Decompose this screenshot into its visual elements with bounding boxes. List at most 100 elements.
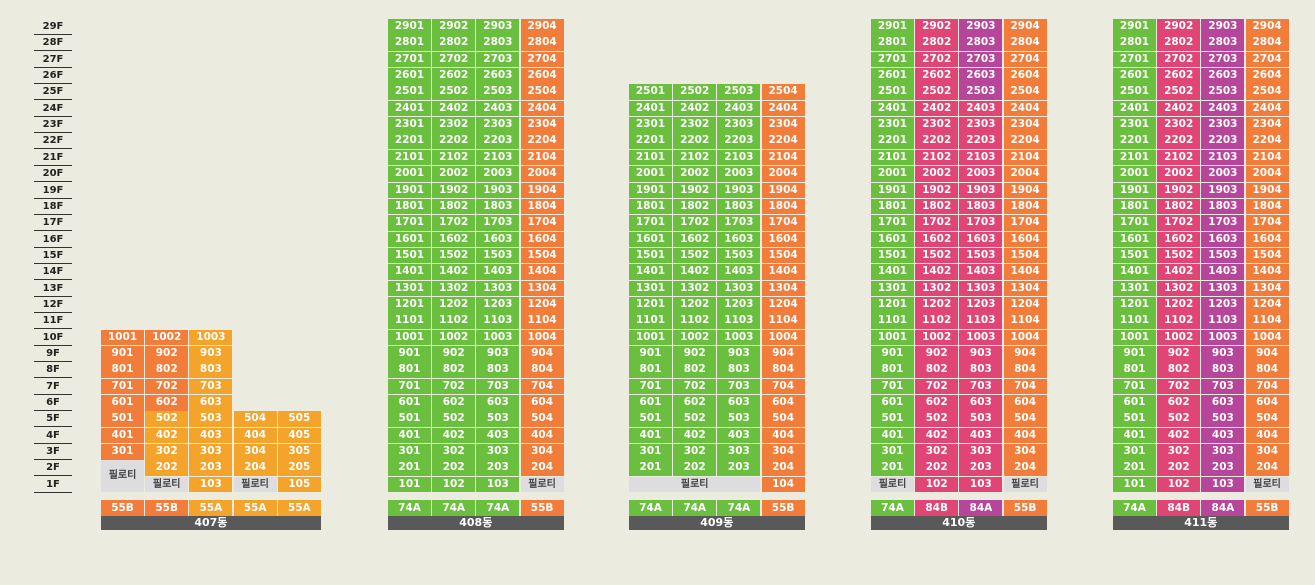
unit-cell: 2001 xyxy=(871,166,914,182)
unit-cell: 801 xyxy=(388,362,431,378)
floor-label: 19F xyxy=(34,183,72,199)
unit-cell: 1102 xyxy=(432,313,476,329)
unit-cell: 2504 xyxy=(1245,84,1289,100)
unit-cell: 2704 xyxy=(1003,51,1047,68)
unit-cell: 1904 xyxy=(1245,182,1289,199)
unit-cell: 1502 xyxy=(915,247,959,264)
unit-cell: 804 xyxy=(1003,362,1047,378)
unit-cell: 1202 xyxy=(432,296,476,313)
unit-cell: 304 xyxy=(520,444,564,460)
unit-cell: 2603 xyxy=(1201,68,1245,84)
unit-cell: 303 xyxy=(476,444,520,460)
unit-cell: 1503 xyxy=(1201,247,1245,264)
unit-cell: 2703 xyxy=(959,51,1003,68)
unit-type-label: 55B xyxy=(145,500,189,516)
unit-cell: 1502 xyxy=(432,247,476,264)
floor-label: 3F xyxy=(34,444,72,461)
unit-cell: 2104 xyxy=(761,149,805,166)
unit-cell: 2803 xyxy=(476,35,520,51)
unit-cell: 703 xyxy=(189,378,233,395)
unit-cell: 1701 xyxy=(871,215,914,231)
floor-label: 16F xyxy=(34,232,72,248)
unit-cell: 2004 xyxy=(761,166,805,182)
unit-cell: 2103 xyxy=(1201,149,1245,166)
unit-cell: 2804 xyxy=(520,35,564,51)
unit-cell: 1904 xyxy=(761,182,805,199)
unit-cell: 1003 xyxy=(717,329,761,346)
unit-cell: 503 xyxy=(1201,411,1245,427)
unit-type-label: 74A xyxy=(673,500,717,516)
unit-cell: 1502 xyxy=(673,247,717,264)
unit-cell: 2901 xyxy=(1113,19,1156,35)
unit-cell: 2602 xyxy=(1157,68,1201,84)
unit-cell: 1903 xyxy=(959,182,1003,199)
unit-cell: 702 xyxy=(1157,378,1201,395)
unit-cell: 101 xyxy=(388,476,431,493)
unit-cell: 802 xyxy=(915,362,959,378)
unit-cell: 2401 xyxy=(629,100,672,117)
unit-type-label: 55A xyxy=(189,500,233,516)
unit-type-label: 74A xyxy=(388,500,431,516)
unit-cell: 1602 xyxy=(673,231,717,248)
unit-cell: 1002 xyxy=(145,329,189,346)
unit-cell: 1101 xyxy=(388,313,431,329)
unit-cell: 701 xyxy=(1113,378,1156,395)
unit-cell: 1104 xyxy=(761,313,805,329)
unit-cell: 2904 xyxy=(1245,19,1289,35)
unit-cell: 2402 xyxy=(915,100,959,117)
unit-cell: 901 xyxy=(871,346,914,362)
unit-type-label: 55B xyxy=(1245,500,1289,516)
unit-cell: 902 xyxy=(915,346,959,362)
unit-cell: 702 xyxy=(432,378,476,395)
floor-label: 6F xyxy=(34,395,72,412)
unit-cell: 2302 xyxy=(432,117,476,133)
unit-cell: 1003 xyxy=(1201,329,1245,346)
unit-cell: 1001 xyxy=(101,329,144,346)
unit-cell: 1003 xyxy=(476,329,520,346)
unit-cell: 1301 xyxy=(1113,280,1156,297)
unit-cell: 403 xyxy=(476,427,520,444)
unit-cell: 503 xyxy=(476,411,520,427)
unit-cell: 303 xyxy=(189,444,233,460)
unit-cell: 2401 xyxy=(1113,100,1156,117)
unit-cell: 2502 xyxy=(673,84,717,100)
unit-cell: 304 xyxy=(1003,444,1047,460)
unit-cell: 2003 xyxy=(717,166,761,182)
unit-cell: 203 xyxy=(476,460,520,477)
unit-cell: 604 xyxy=(761,395,805,411)
unit-cell: 1004 xyxy=(1245,329,1289,346)
unit-cell: 1804 xyxy=(761,198,805,215)
unit-cell: 902 xyxy=(1157,346,1201,362)
unit-cell: 501 xyxy=(871,411,914,427)
unit-cell: 202 xyxy=(673,460,717,477)
unit-cell: 701 xyxy=(101,378,144,395)
unit-cell: 2303 xyxy=(717,117,761,133)
unit-cell: 1004 xyxy=(520,329,564,346)
unit-cell: 2801 xyxy=(388,35,431,51)
unit-cell: 405 xyxy=(277,427,321,444)
unit-cell: 2604 xyxy=(1003,68,1047,84)
unit-cell: 2301 xyxy=(1113,117,1156,133)
unit-cell: 2503 xyxy=(959,84,1003,100)
unit-cell: 1902 xyxy=(915,182,959,199)
unit-cell: 204 xyxy=(1245,460,1289,477)
unit-cell: 1001 xyxy=(871,329,914,346)
unit-cell: 302 xyxy=(1157,444,1201,460)
unit-cell: 1801 xyxy=(388,198,431,215)
unit-cell: 1204 xyxy=(761,296,805,313)
unit-cell: 1304 xyxy=(1245,280,1289,297)
unit-cell: 803 xyxy=(189,362,233,378)
unit-cell: 503 xyxy=(717,411,761,427)
unit-cell: 201 xyxy=(388,460,431,477)
unit-cell: 1803 xyxy=(717,198,761,215)
floor-label: 28F xyxy=(34,35,72,52)
unit-cell: 2303 xyxy=(1201,117,1245,133)
unit-cell: 2602 xyxy=(432,68,476,84)
unit-cell: 103 xyxy=(959,476,1003,493)
unit-cell: 1301 xyxy=(629,280,672,297)
unit-cell: 2103 xyxy=(476,149,520,166)
unit-cell: 904 xyxy=(1003,346,1047,362)
unit-cell: 603 xyxy=(476,395,520,411)
unit-cell: 702 xyxy=(673,378,717,395)
unit-cell: 303 xyxy=(717,444,761,460)
